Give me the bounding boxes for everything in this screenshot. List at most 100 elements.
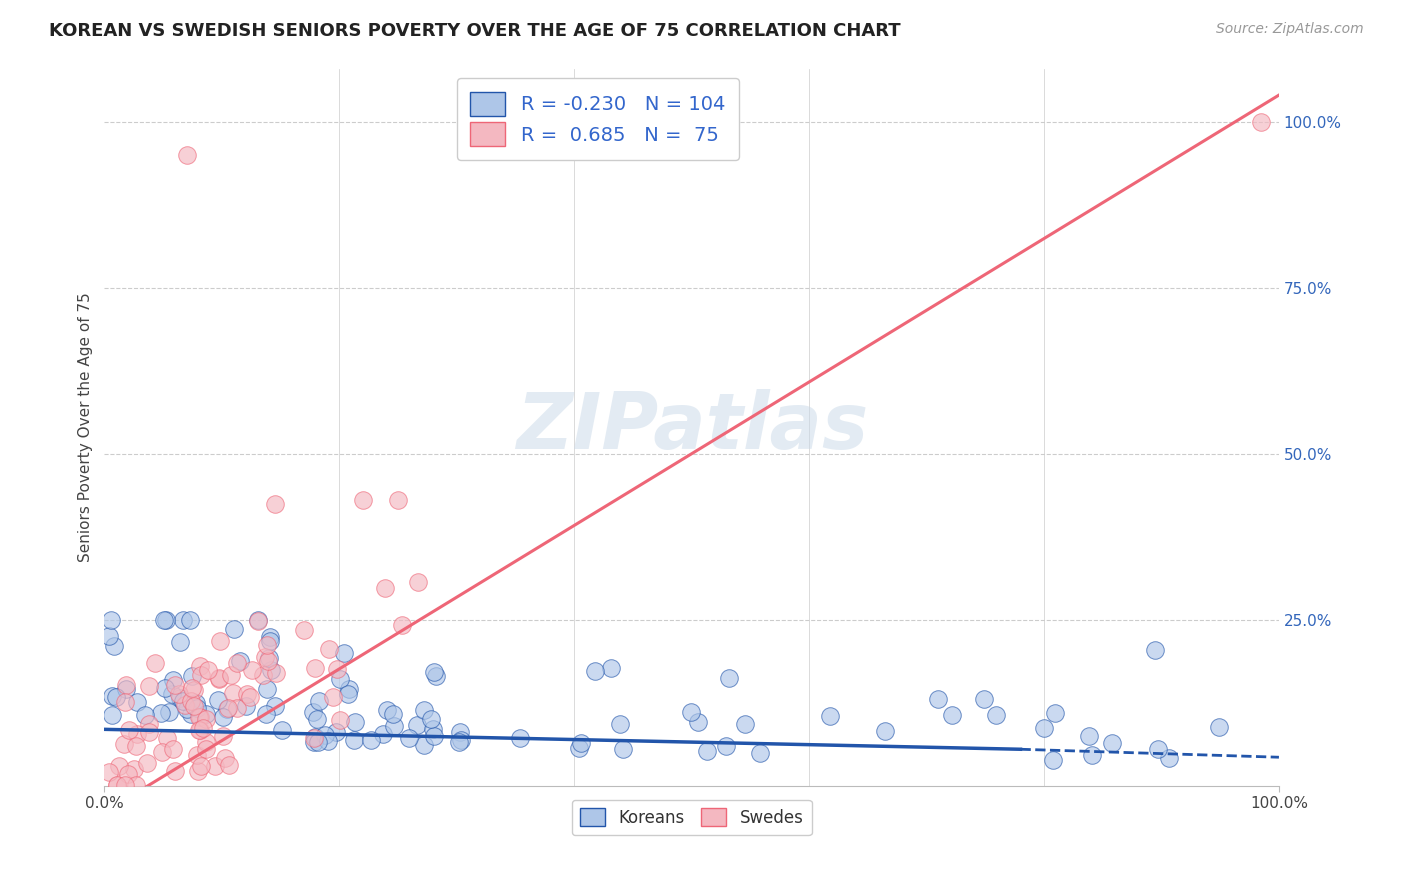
Point <box>568 741 591 756</box>
Point <box>583 664 606 678</box>
Text: Source: ZipAtlas.com: Source: ZipAtlas.com <box>1216 22 1364 37</box>
Point <box>391 618 413 632</box>
Point <box>326 662 349 676</box>
Point <box>122 762 145 776</box>
Point <box>236 687 259 701</box>
Point <box>941 708 963 723</box>
Point <box>413 738 436 752</box>
Point <box>425 668 447 682</box>
Point <box>138 717 160 731</box>
Point <box>212 710 235 724</box>
Point <box>406 575 429 590</box>
Point <box>118 723 141 737</box>
Point <box>599 660 621 674</box>
Point <box>509 731 531 745</box>
Point <box>187 710 209 724</box>
Point <box>1157 751 1180 765</box>
Point <box>181 669 204 683</box>
Point <box>225 656 247 670</box>
Point <box>382 719 405 733</box>
Point <box>150 745 173 759</box>
Point <box>316 734 339 748</box>
Point <box>247 615 270 629</box>
Point <box>259 634 281 648</box>
Point <box>329 673 352 687</box>
Point <box>176 148 198 162</box>
Point <box>153 681 176 696</box>
Point <box>157 705 180 719</box>
Point <box>105 778 128 792</box>
Point <box>108 759 131 773</box>
Point <box>153 613 176 627</box>
Point <box>187 764 209 779</box>
Point <box>322 690 344 705</box>
Point <box>179 613 201 627</box>
Point <box>181 681 204 695</box>
Point <box>100 613 122 627</box>
Point <box>375 703 398 717</box>
Point <box>927 692 949 706</box>
Point <box>191 721 214 735</box>
Point <box>115 682 138 697</box>
Point <box>1144 643 1167 657</box>
Point <box>207 693 229 707</box>
Point <box>387 493 409 508</box>
Point <box>176 702 198 716</box>
Point <box>225 700 247 714</box>
Point <box>117 766 139 780</box>
Point <box>229 654 252 668</box>
Point <box>174 698 197 712</box>
Point <box>612 741 634 756</box>
Point <box>222 686 245 700</box>
Point <box>352 493 374 508</box>
Point <box>187 723 209 737</box>
Text: ZIPatlas: ZIPatlas <box>516 389 868 465</box>
Point <box>204 758 226 772</box>
Point <box>343 733 366 747</box>
Point <box>217 702 239 716</box>
Point <box>104 690 127 705</box>
Point <box>195 706 218 721</box>
Point <box>188 723 211 737</box>
Point <box>180 694 202 708</box>
Point <box>180 706 202 721</box>
Point <box>194 712 217 726</box>
Point <box>325 725 347 739</box>
Point <box>136 756 159 771</box>
Point <box>125 739 148 754</box>
Point <box>254 649 277 664</box>
Point <box>749 746 772 760</box>
Point <box>114 696 136 710</box>
Point <box>718 671 741 685</box>
Point <box>263 496 285 510</box>
Point <box>98 629 121 643</box>
Point <box>239 690 262 704</box>
Point <box>818 709 841 723</box>
Point <box>1208 720 1230 734</box>
Point <box>263 699 285 714</box>
Point <box>112 737 135 751</box>
Point <box>247 613 270 627</box>
Point <box>973 691 995 706</box>
Point <box>332 646 354 660</box>
Point <box>125 778 148 792</box>
Point <box>686 714 709 729</box>
Point <box>134 708 156 723</box>
Point <box>422 722 444 736</box>
Y-axis label: Seniors Poverty Over the Age of 75: Seniors Poverty Over the Age of 75 <box>79 293 93 562</box>
Point <box>420 712 443 726</box>
Point <box>314 728 336 742</box>
Point <box>1101 736 1123 750</box>
Point <box>679 705 702 719</box>
Point <box>406 717 429 731</box>
Point <box>252 668 274 682</box>
Point <box>450 732 472 747</box>
Point <box>165 678 187 692</box>
Point <box>184 696 207 710</box>
Point <box>1043 706 1066 720</box>
Point <box>162 673 184 687</box>
Point <box>302 731 325 746</box>
Point <box>260 663 283 677</box>
Point <box>304 735 326 749</box>
Point <box>190 758 212 772</box>
